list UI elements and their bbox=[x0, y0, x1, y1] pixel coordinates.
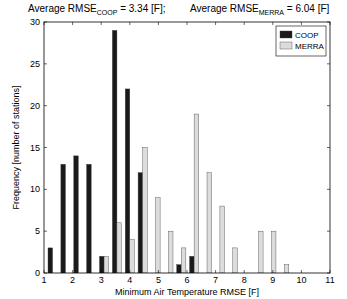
y-tick-right bbox=[327, 189, 330, 190]
x-tick-top bbox=[44, 22, 45, 25]
x-tick-top bbox=[101, 22, 102, 25]
bar bbox=[117, 223, 122, 273]
x-tick-top bbox=[129, 22, 130, 25]
y-tick-label: 10 bbox=[30, 184, 40, 194]
y-tick-label: 5 bbox=[35, 226, 40, 236]
x-tick-label: 9 bbox=[270, 275, 275, 285]
x-tick-top bbox=[158, 22, 159, 25]
bar bbox=[284, 265, 289, 273]
bar bbox=[177, 265, 182, 273]
x-tick-top bbox=[187, 22, 188, 25]
x-tick-label: 11 bbox=[325, 275, 334, 285]
x-tick-label: 8 bbox=[242, 275, 247, 285]
bar bbox=[168, 231, 173, 273]
chart: Average RMSECOOP = 3.34 [F];Average RMSE… bbox=[0, 0, 347, 299]
annotation-subscript: COOP bbox=[97, 9, 118, 16]
y-tick-right bbox=[327, 231, 330, 232]
y-tick-right bbox=[327, 22, 330, 23]
x-tick-label: 4 bbox=[127, 275, 132, 285]
legend-box bbox=[276, 26, 326, 56]
y-tick-right bbox=[327, 63, 330, 64]
y-tick-right bbox=[327, 273, 330, 274]
legend-label: COOP bbox=[295, 31, 319, 40]
title-annotation: Average RMSEMERRA = 6.04 [F] bbox=[190, 3, 330, 16]
bar bbox=[125, 89, 130, 273]
x-axis-label: Minimum Air Temperature RMSE [F] bbox=[115, 287, 259, 297]
y-tick-label: 0 bbox=[35, 268, 40, 278]
x-tick-label: 2 bbox=[70, 275, 75, 285]
y-tick-label: 25 bbox=[30, 59, 40, 69]
y-tick-label: 30 bbox=[30, 17, 40, 27]
x-tick bbox=[101, 270, 102, 273]
bar bbox=[87, 164, 92, 273]
x-tick bbox=[72, 270, 73, 273]
annotation-text: Average RMSE bbox=[190, 3, 259, 14]
bar bbox=[99, 256, 104, 273]
plot-area bbox=[44, 22, 330, 273]
bar bbox=[74, 156, 79, 273]
legend-swatch bbox=[280, 31, 292, 38]
legend: COOP MERRA bbox=[276, 26, 326, 56]
chart-root: Average RMSECOOP = 3.34 [F];Average RMSE… bbox=[0, 0, 347, 299]
x-tick-top bbox=[330, 22, 331, 25]
annotation-suffix: = 3.34 [F]; bbox=[117, 3, 165, 14]
bar bbox=[156, 198, 161, 273]
bar bbox=[233, 248, 238, 273]
x-tick-top bbox=[301, 22, 302, 25]
bar bbox=[130, 240, 135, 273]
bar bbox=[259, 231, 264, 273]
bar bbox=[207, 173, 212, 273]
y-tick bbox=[44, 63, 47, 64]
x-tick-top bbox=[272, 22, 273, 25]
title-annotation: Average RMSECOOP = 3.34 [F]; bbox=[28, 3, 165, 16]
x-tick-label: 1 bbox=[41, 275, 46, 285]
annotation-text: Average RMSE bbox=[28, 3, 97, 14]
x-tick-label: 10 bbox=[296, 275, 306, 285]
y-axis-label: Frequency [number of stations] bbox=[11, 85, 21, 209]
y-tick-label: 15 bbox=[30, 143, 40, 153]
x-tick-label: 3 bbox=[99, 275, 104, 285]
bar bbox=[194, 114, 199, 273]
y-tick bbox=[44, 273, 47, 274]
y-tick bbox=[44, 231, 47, 232]
x-tick-label: 5 bbox=[156, 275, 161, 285]
x-tick-label: 7 bbox=[213, 275, 218, 285]
legend-label: MERRA bbox=[295, 42, 325, 51]
x-tick bbox=[301, 270, 302, 273]
plot-frame bbox=[44, 22, 330, 273]
x-tick-top bbox=[72, 22, 73, 25]
bar bbox=[61, 164, 66, 273]
bar bbox=[181, 248, 186, 273]
bar bbox=[48, 248, 53, 273]
x-tick-top bbox=[215, 22, 216, 25]
x-tick bbox=[187, 270, 188, 273]
x-tick bbox=[330, 270, 331, 273]
bars bbox=[48, 30, 289, 273]
legend-swatch bbox=[280, 42, 292, 49]
annotation-suffix: = 6.04 [F] bbox=[284, 3, 330, 14]
bar bbox=[190, 256, 195, 273]
bar bbox=[104, 256, 109, 273]
x-tick bbox=[158, 270, 159, 273]
bar bbox=[138, 173, 143, 273]
annotation-subscript: MERRA bbox=[259, 9, 285, 16]
bar bbox=[143, 148, 148, 274]
y-tick bbox=[44, 22, 47, 23]
y-tick bbox=[44, 147, 47, 148]
bar bbox=[220, 206, 225, 273]
x-tick bbox=[244, 270, 245, 273]
y-tick bbox=[44, 105, 47, 106]
x-tick-top bbox=[244, 22, 245, 25]
bar bbox=[112, 30, 117, 273]
x-tick bbox=[215, 270, 216, 273]
x-tick bbox=[44, 270, 45, 273]
x-tick-label: 6 bbox=[184, 275, 189, 285]
y-tick-label: 20 bbox=[30, 101, 40, 111]
x-tick bbox=[272, 270, 273, 273]
x-tick bbox=[129, 270, 130, 273]
y-tick-right bbox=[327, 105, 330, 106]
y-tick bbox=[44, 189, 47, 190]
bar bbox=[271, 231, 276, 273]
y-tick-right bbox=[327, 147, 330, 148]
